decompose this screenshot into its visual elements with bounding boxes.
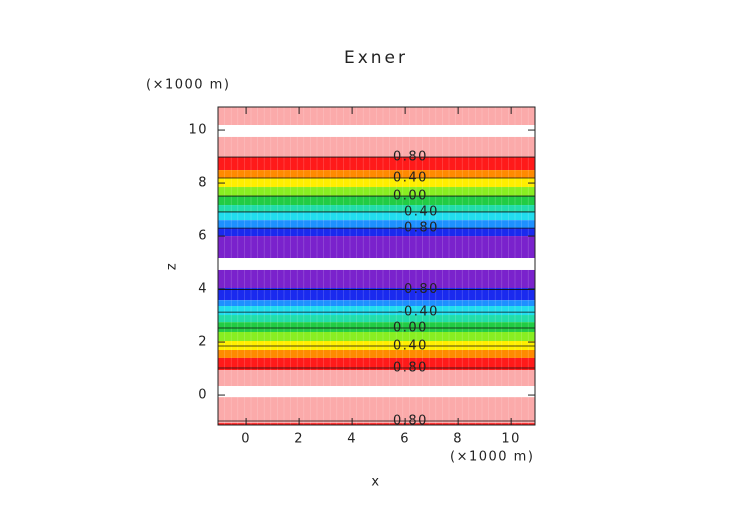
contour-band — [218, 258, 535, 270]
contour-label: 0.80 — [393, 361, 428, 376]
contour-label: 0.40 — [393, 339, 428, 354]
contour-label: -0.40 — [398, 305, 439, 320]
contour-band — [218, 228, 535, 237]
contour-label: -0.40 — [398, 204, 439, 219]
y-tick-label: 10 — [188, 123, 208, 138]
contour-label: 0.80 — [393, 150, 428, 165]
contour-band — [218, 220, 535, 229]
contour-band — [218, 107, 535, 126]
contour-label: -0.80 — [398, 282, 439, 297]
y-axis-label: z — [165, 262, 180, 270]
y-tick-label: 6 — [198, 229, 208, 244]
contour-band — [218, 322, 535, 332]
contour-label: 0.40 — [393, 171, 428, 186]
contour-band — [218, 187, 535, 197]
contour-label: 0.00 — [393, 189, 428, 204]
contour-band — [218, 340, 535, 351]
contour-band — [218, 315, 535, 323]
contour-band — [218, 397, 535, 424]
contour-band — [218, 370, 535, 387]
contour-band — [218, 211, 535, 221]
contour-band — [218, 236, 535, 259]
x-tick-label: 2 — [294, 432, 304, 447]
y-tick-label: 2 — [198, 335, 208, 350]
contour-band — [218, 423, 535, 425]
y-tick-label: 0 — [198, 388, 208, 403]
y-unit: (×1000 m) — [146, 78, 230, 93]
contour-band — [218, 157, 535, 171]
contour-band — [218, 331, 535, 341]
x-tick-label: 10 — [501, 432, 521, 447]
contour-band — [218, 386, 535, 398]
contour-band — [218, 269, 535, 288]
x-axis-label: x — [371, 475, 380, 490]
contour-label: 0.80 — [393, 414, 428, 429]
plot-frame — [217, 106, 536, 426]
x-unit: (×1000 m) — [450, 450, 534, 465]
contour-band — [218, 300, 535, 307]
contour-label: -0.80 — [398, 221, 439, 236]
contour-band — [218, 178, 535, 188]
y-tick-label: 4 — [198, 282, 208, 297]
contour-band — [218, 306, 535, 316]
contour-label: 0.00 — [393, 321, 428, 336]
x-tick-label: 0 — [241, 432, 251, 447]
contour-band — [218, 357, 535, 371]
contour-band — [218, 350, 535, 358]
y-tick-label: 8 — [198, 176, 208, 191]
chart-title: Exner — [344, 48, 408, 68]
contour-band — [218, 125, 535, 137]
contour-band — [218, 136, 535, 158]
contour-band — [218, 170, 535, 179]
x-tick-label: 6 — [400, 432, 410, 447]
contour-band — [218, 196, 535, 206]
contour-band — [218, 287, 535, 301]
x-tick-label: 8 — [453, 432, 463, 447]
x-tick-label: 4 — [347, 432, 357, 447]
contour-band — [218, 205, 535, 212]
